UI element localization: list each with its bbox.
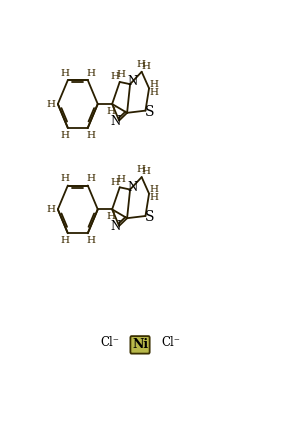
Text: H: H xyxy=(47,99,56,109)
Text: H: H xyxy=(61,236,69,245)
Text: H: H xyxy=(86,174,95,183)
Text: Cl⁻: Cl⁻ xyxy=(100,336,119,349)
Text: H: H xyxy=(86,131,95,139)
Text: H: H xyxy=(111,178,119,187)
Text: Cl⁻: Cl⁻ xyxy=(161,336,180,349)
Text: H: H xyxy=(111,72,119,81)
Text: H: H xyxy=(61,69,69,77)
Text: H: H xyxy=(150,185,159,194)
Text: H: H xyxy=(150,88,159,97)
Text: H: H xyxy=(61,174,69,183)
Text: H: H xyxy=(150,80,159,89)
Text: H: H xyxy=(142,62,151,71)
FancyBboxPatch shape xyxy=(130,336,150,354)
Text: N: N xyxy=(127,75,138,88)
Text: H: H xyxy=(150,193,159,202)
Text: H: H xyxy=(117,175,126,184)
Text: N: N xyxy=(110,220,121,233)
Text: H: H xyxy=(106,212,115,221)
Text: S: S xyxy=(145,210,155,224)
Text: N: N xyxy=(110,115,121,128)
Text: H: H xyxy=(86,236,95,245)
Text: H: H xyxy=(61,131,69,139)
Text: S: S xyxy=(145,104,155,119)
Text: H: H xyxy=(136,60,145,69)
Text: H: H xyxy=(47,205,56,214)
Text: H: H xyxy=(106,107,115,116)
Text: Ni: Ni xyxy=(132,338,148,352)
Text: H: H xyxy=(136,165,145,174)
Text: H: H xyxy=(142,168,151,176)
Text: H: H xyxy=(117,70,126,79)
Text: N: N xyxy=(127,181,138,194)
Text: H: H xyxy=(86,69,95,77)
